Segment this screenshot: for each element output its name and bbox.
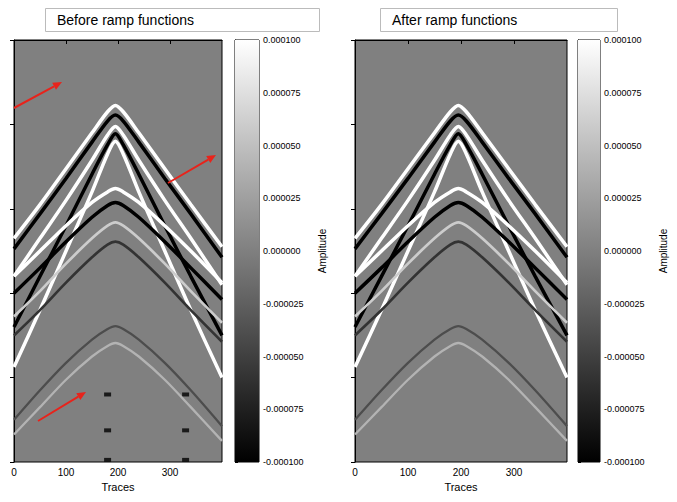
svg-text:100: 100 bbox=[400, 467, 417, 478]
svg-text:Before ramp functions: Before ramp functions bbox=[57, 12, 194, 28]
svg-text:100: 100 bbox=[58, 467, 75, 478]
svg-text:200: 200 bbox=[110, 467, 127, 478]
svg-text:-0.000025: -0.000025 bbox=[263, 299, 304, 309]
svg-text:-0.000075: -0.000075 bbox=[263, 404, 304, 414]
svg-text:0.000100: 0.000100 bbox=[604, 35, 642, 45]
svg-text:300: 300 bbox=[162, 467, 179, 478]
svg-text:0: 0 bbox=[11, 467, 17, 478]
svg-text:Amplitude: Amplitude bbox=[317, 228, 328, 273]
svg-text:0.000000: 0.000000 bbox=[604, 246, 642, 256]
svg-text:-0.000025: -0.000025 bbox=[604, 299, 645, 309]
svg-text:-0.000075: -0.000075 bbox=[604, 404, 645, 414]
svg-text:200: 200 bbox=[453, 467, 470, 478]
svg-text:0.000000: 0.000000 bbox=[263, 246, 301, 256]
svg-text:-0.000100: -0.000100 bbox=[263, 457, 304, 467]
svg-text:Traces: Traces bbox=[444, 481, 478, 493]
svg-text:Amplitude: Amplitude bbox=[658, 228, 669, 273]
svg-text:0.000075: 0.000075 bbox=[263, 88, 301, 98]
svg-text:0.000100: 0.000100 bbox=[263, 35, 301, 45]
svg-text:0.000050: 0.000050 bbox=[604, 141, 642, 151]
svg-text:300: 300 bbox=[506, 467, 523, 478]
svg-text:-0.000050: -0.000050 bbox=[604, 352, 645, 362]
svg-text:0.000025: 0.000025 bbox=[263, 193, 301, 203]
svg-text:0.000025: 0.000025 bbox=[604, 193, 642, 203]
svg-text:Traces: Traces bbox=[101, 481, 135, 493]
svg-text:0.000075: 0.000075 bbox=[604, 88, 642, 98]
svg-text:-0.000050: -0.000050 bbox=[263, 352, 304, 362]
svg-text:0.000050: 0.000050 bbox=[263, 141, 301, 151]
svg-text:After ramp functions: After ramp functions bbox=[392, 12, 517, 28]
svg-text:0: 0 bbox=[352, 467, 358, 478]
svg-text:-0.000100: -0.000100 bbox=[604, 457, 645, 467]
